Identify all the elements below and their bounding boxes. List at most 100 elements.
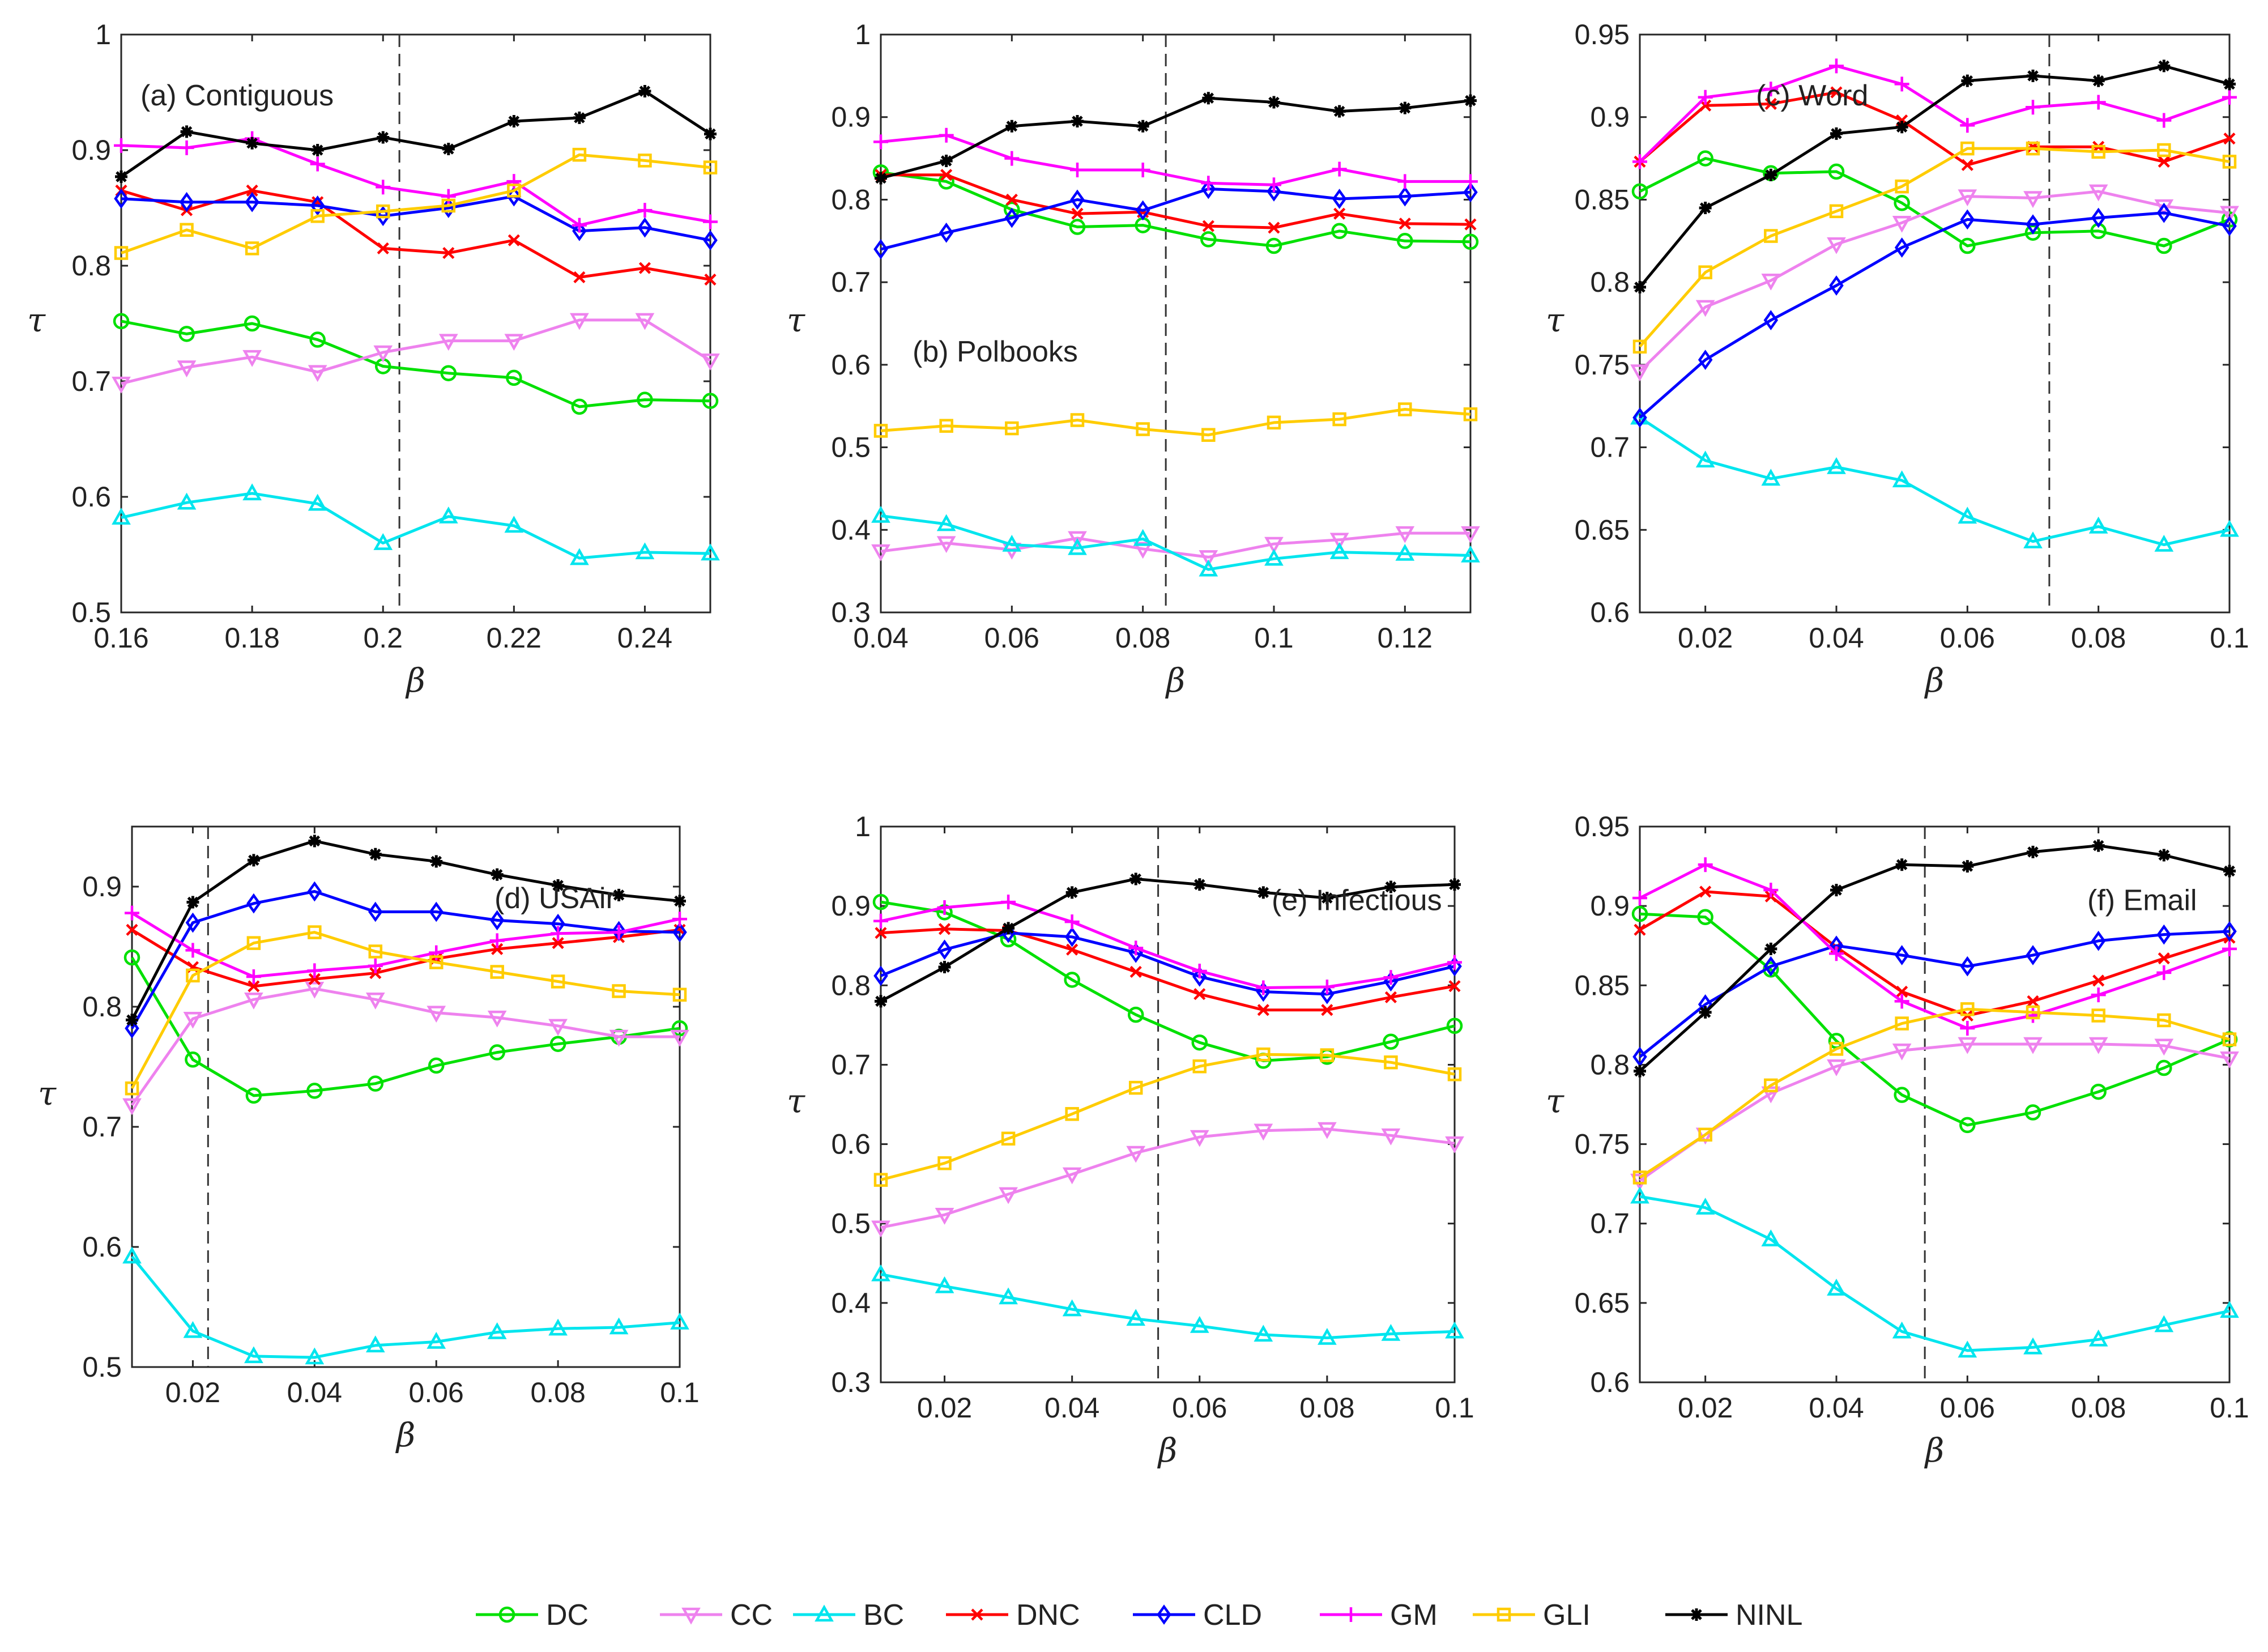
data-point xyxy=(2026,141,2040,156)
data-point xyxy=(2024,1104,2041,1121)
data-point xyxy=(1764,1078,1778,1093)
data-point xyxy=(376,180,391,195)
y-tick-label: 0.8 xyxy=(82,991,122,1023)
x-tick-label: 0.1 xyxy=(1254,622,1294,654)
data-point xyxy=(427,1006,446,1023)
data-point xyxy=(126,923,138,936)
data-point xyxy=(873,913,888,929)
data-point xyxy=(2026,945,2040,965)
data-point xyxy=(2222,941,2237,956)
data-point xyxy=(2023,1337,2043,1355)
data-point xyxy=(428,1057,445,1074)
data-point xyxy=(2158,952,2170,965)
data-point xyxy=(429,901,444,922)
data-point xyxy=(2157,1013,2171,1028)
y-tick-label: 1 xyxy=(95,19,111,50)
y-tick-label: 0.7 xyxy=(71,365,111,397)
legend-label: NINL xyxy=(1736,1599,1802,1632)
data-point xyxy=(508,234,520,246)
x-tick-label: 0.06 xyxy=(984,622,1039,654)
data-point xyxy=(1698,1127,1712,1142)
y-tick-label: 0.6 xyxy=(71,481,111,513)
data-point xyxy=(1257,886,1270,899)
series-line xyxy=(880,514,1471,571)
x-tick-label: 0.1 xyxy=(2210,1392,2249,1424)
data-point xyxy=(1764,168,1777,181)
legend-item-ninl: NINL xyxy=(1665,1599,1802,1632)
data-point xyxy=(2026,1005,2040,1020)
data-point xyxy=(1133,542,1153,559)
data-point xyxy=(504,516,524,533)
chart-panel-4: 0.02 0.04 0.06 0.08 0.1 0.5 0.6 0.7 0.8 0.9 β τ (d) … xyxy=(38,825,700,1454)
data-point xyxy=(1632,154,1647,169)
series-line xyxy=(1639,211,2230,419)
series-gli xyxy=(873,1047,1462,1187)
legend-label: DNC xyxy=(1016,1599,1080,1632)
series-line xyxy=(121,492,711,560)
data-point xyxy=(2222,1032,2237,1046)
x-tick-label: 0.18 xyxy=(224,622,279,654)
data-point xyxy=(2091,144,2105,159)
series-gm xyxy=(125,905,687,984)
x-axis-label: β xyxy=(395,1416,416,1454)
data-point xyxy=(1699,1006,1712,1019)
legend-label: GLI xyxy=(1543,1599,1591,1632)
series-line xyxy=(1639,416,2230,546)
data-point xyxy=(1695,300,1715,317)
data-point xyxy=(1829,275,1844,296)
data-point xyxy=(1190,1130,1209,1147)
data-point xyxy=(1070,162,1085,177)
data-point xyxy=(178,326,195,342)
data-point xyxy=(1320,983,1335,1004)
data-point xyxy=(507,184,521,198)
data-point xyxy=(1461,545,1480,563)
x-axis-label: β xyxy=(1165,661,1186,700)
data-point xyxy=(871,1264,890,1281)
data-point xyxy=(441,198,456,213)
data-point xyxy=(637,217,653,238)
data-point xyxy=(2223,133,2236,145)
series-line xyxy=(1639,147,2230,348)
data-point xyxy=(1267,415,1281,430)
data-point xyxy=(2156,113,2172,128)
data-point xyxy=(487,1322,507,1339)
chart-panel-6: 0.02 0.04 0.06 0.08 0.1 0.6 0.65 0.7 0.75 0.8 0.85… xyxy=(1546,811,2249,1470)
data-point xyxy=(1829,1042,1844,1056)
data-point xyxy=(873,424,888,438)
data-point xyxy=(1201,178,1216,199)
data-point xyxy=(2088,516,2108,534)
data-point xyxy=(551,974,565,989)
data-point xyxy=(2156,924,2172,945)
chart-panel-3: 0.02 0.04 0.06 0.08 0.1 0.6 0.65 0.7 0.75 0.8 0.85… xyxy=(1546,19,2249,700)
data-point xyxy=(438,506,458,523)
y-tick-label: 0.95 xyxy=(1575,19,1630,50)
data-point xyxy=(2088,1329,2108,1347)
series-line xyxy=(121,189,711,281)
data-point xyxy=(548,1318,568,1336)
data-point xyxy=(2088,1037,2108,1054)
data-point xyxy=(305,981,325,999)
data-point xyxy=(508,115,521,127)
data-point xyxy=(938,961,951,974)
data-point xyxy=(1763,82,1779,97)
series-line xyxy=(130,890,680,1029)
data-point xyxy=(1069,219,1086,235)
y-axis-label: τ xyxy=(1546,301,1564,339)
data-point xyxy=(1464,218,1477,231)
series-line xyxy=(1639,190,2230,373)
series-line xyxy=(880,171,1471,248)
x-tick-label: 0.02 xyxy=(1678,622,1733,654)
chart-panel-1: 0.16 0.18 0.2 0.22 0.24 0.5 0.6 0.7 0.8 0.9 1 β τ (a)… xyxy=(27,19,720,700)
data-point xyxy=(491,868,504,881)
data-point xyxy=(1200,231,1217,248)
data-point xyxy=(701,354,720,371)
data-point xyxy=(1256,1047,1271,1062)
data-point xyxy=(1133,529,1153,546)
data-point xyxy=(1191,1034,1208,1051)
x-tick-label: 0.1 xyxy=(660,1377,700,1408)
series-line xyxy=(121,318,711,385)
y-tick-label: 0.65 xyxy=(1575,514,1630,546)
data-point xyxy=(377,242,389,254)
data-point xyxy=(1332,161,1347,177)
series-gli xyxy=(114,147,718,260)
